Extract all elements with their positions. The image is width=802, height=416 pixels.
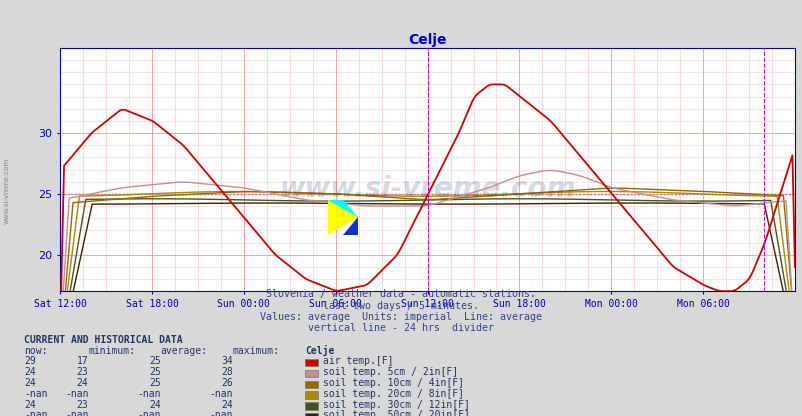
Text: 25: 25 xyxy=(148,378,160,388)
Text: Celje: Celje xyxy=(305,344,334,356)
Text: average:: average: xyxy=(160,346,208,356)
Text: soil temp. 30cm / 12in[F]: soil temp. 30cm / 12in[F] xyxy=(322,400,469,410)
Text: soil temp. 5cm / 2in[F]: soil temp. 5cm / 2in[F] xyxy=(322,367,457,377)
Text: soil temp. 20cm / 8in[F]: soil temp. 20cm / 8in[F] xyxy=(322,389,464,399)
Polygon shape xyxy=(327,200,358,217)
Text: -nan: -nan xyxy=(137,389,160,399)
Text: 28: 28 xyxy=(221,367,233,377)
Text: 25: 25 xyxy=(148,367,160,377)
Text: minimum:: minimum: xyxy=(88,346,136,356)
Text: 29: 29 xyxy=(24,357,36,366)
Text: 24: 24 xyxy=(76,378,88,388)
Text: -nan: -nan xyxy=(209,389,233,399)
Text: last two days / 5 minutes.: last two days / 5 minutes. xyxy=(323,301,479,311)
Text: -nan: -nan xyxy=(24,389,47,399)
Text: maximum:: maximum: xyxy=(233,346,280,356)
Text: www.si-vreme.com: www.si-vreme.com xyxy=(279,175,575,203)
Polygon shape xyxy=(327,200,358,235)
Text: 24: 24 xyxy=(221,400,233,410)
Text: Slovenia / weather data - automatic stations.: Slovenia / weather data - automatic stat… xyxy=(266,290,536,300)
Text: -nan: -nan xyxy=(24,411,47,416)
Text: now:: now: xyxy=(24,346,47,356)
Text: -nan: -nan xyxy=(137,411,160,416)
Text: 34: 34 xyxy=(221,357,233,366)
Text: 24: 24 xyxy=(24,378,36,388)
Text: 23: 23 xyxy=(76,400,88,410)
Text: 23: 23 xyxy=(76,367,88,377)
Text: Values: average  Units: imperial  Line: average: Values: average Units: imperial Line: av… xyxy=(260,312,542,322)
Title: Celje: Celje xyxy=(408,33,446,47)
Text: 17: 17 xyxy=(76,357,88,366)
Text: soil temp. 50cm / 20in[F]: soil temp. 50cm / 20in[F] xyxy=(322,411,469,416)
Text: -nan: -nan xyxy=(65,411,88,416)
Text: air temp.[F]: air temp.[F] xyxy=(322,357,393,366)
Text: www.si-vreme.com: www.si-vreme.com xyxy=(3,158,10,224)
Text: 24: 24 xyxy=(24,400,36,410)
Text: -nan: -nan xyxy=(209,411,233,416)
Text: 25: 25 xyxy=(148,357,160,366)
Text: CURRENT AND HISTORICAL DATA: CURRENT AND HISTORICAL DATA xyxy=(24,335,183,345)
Polygon shape xyxy=(342,217,358,235)
Text: vertical line - 24 hrs  divider: vertical line - 24 hrs divider xyxy=(308,323,494,333)
Text: soil temp. 10cm / 4in[F]: soil temp. 10cm / 4in[F] xyxy=(322,378,464,388)
Text: 26: 26 xyxy=(221,378,233,388)
Text: -nan: -nan xyxy=(65,389,88,399)
Text: 24: 24 xyxy=(148,400,160,410)
Text: 24: 24 xyxy=(24,367,36,377)
